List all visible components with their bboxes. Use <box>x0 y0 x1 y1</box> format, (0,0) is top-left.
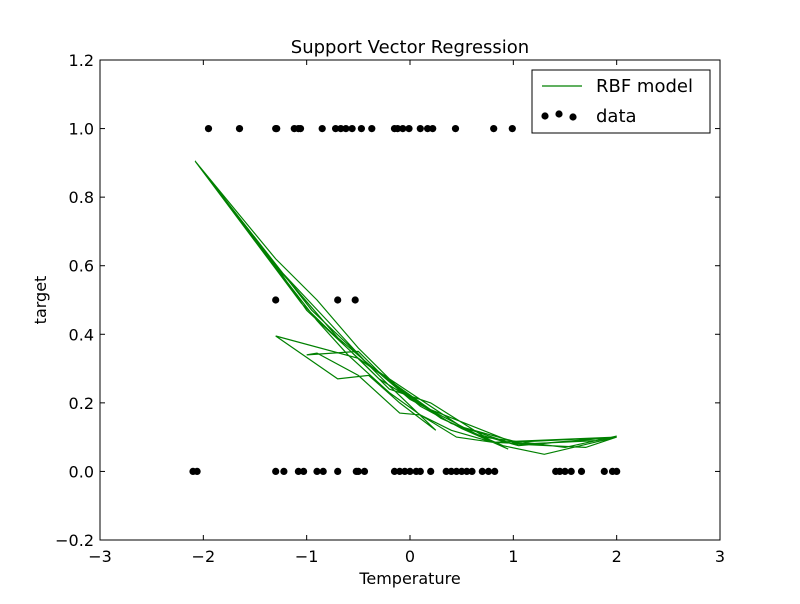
data-point <box>300 467 308 475</box>
x-tick-label: 1 <box>508 547 518 566</box>
data-point <box>342 125 350 133</box>
data-point <box>442 467 450 475</box>
tick-layer: −3 −2 −1 0 1 2 3 −0.2 0.0 0.2 0.4 0.6 0.8 1.0 1.2 <box>55 51 725 566</box>
data-point <box>296 125 305 133</box>
data-point <box>334 296 342 304</box>
data-point <box>394 125 402 133</box>
data-point <box>313 467 321 475</box>
data-point <box>396 467 404 475</box>
y-tick-label: 0.0 <box>69 462 94 481</box>
y-tick-label: 0.6 <box>69 257 94 276</box>
data-point <box>478 467 486 475</box>
data-point <box>272 296 280 304</box>
data-point <box>424 125 432 133</box>
data-point <box>401 467 409 475</box>
y-tick-label: 1.2 <box>69 51 94 70</box>
data-point <box>204 125 213 133</box>
data-point <box>399 125 407 133</box>
y-tick-label: 0.2 <box>69 394 94 413</box>
data-point <box>490 125 498 133</box>
model-layer <box>194 160 617 455</box>
data-point <box>405 125 413 133</box>
data-point <box>360 467 369 475</box>
data-point <box>354 467 362 475</box>
data-point <box>613 467 621 475</box>
y-tick-label: 0.4 <box>69 325 94 344</box>
data-point <box>451 125 460 133</box>
scatter-layer <box>189 125 621 475</box>
data-point <box>337 125 345 133</box>
legend-box <box>531 69 711 134</box>
data-point <box>452 467 461 475</box>
x-tick-label: −2 <box>192 547 216 566</box>
data-point <box>235 125 244 133</box>
data-point <box>193 467 201 475</box>
data-point <box>351 296 359 304</box>
y-tick-label: 0.8 <box>69 188 94 207</box>
x-tick-label: −3 <box>88 547 112 566</box>
data-point <box>468 467 476 475</box>
data-point <box>318 125 326 133</box>
x-tick-label: −1 <box>295 547 319 566</box>
data-point <box>463 467 471 475</box>
data-point <box>556 467 564 475</box>
x-axis-label: Temperature <box>358 569 460 588</box>
data-point <box>484 467 493 475</box>
data-point <box>429 125 437 133</box>
data-point <box>406 467 414 475</box>
y-tick-label: −0.2 <box>55 531 94 550</box>
data-point <box>458 467 466 475</box>
y-tick-label: 1.0 <box>69 120 94 139</box>
legend-data-marker <box>541 112 549 120</box>
legend-data-marker <box>569 113 577 121</box>
data-point <box>416 467 424 475</box>
data-point <box>600 467 608 475</box>
data-point <box>319 467 327 475</box>
data-point <box>567 467 575 475</box>
data-point <box>357 125 365 133</box>
data-point <box>561 467 569 475</box>
y-axis-label: target <box>31 276 50 325</box>
data-point <box>508 125 516 133</box>
chart-title: Support Vector Regression <box>291 37 529 58</box>
data-point <box>272 467 280 475</box>
data-point <box>577 467 586 475</box>
legend: RBF model data <box>531 69 711 134</box>
x-tick-label: 0 <box>405 547 415 566</box>
data-point <box>390 467 399 475</box>
data-point <box>332 125 340 133</box>
data-point <box>491 467 499 475</box>
data-point <box>334 467 342 475</box>
data-point <box>427 467 435 475</box>
x-tick-label: 2 <box>612 547 622 566</box>
legend-data-marker <box>555 110 563 118</box>
legend-data-label: data <box>596 106 637 127</box>
rbf-model-line <box>194 160 617 455</box>
legend-model-label: RBF model <box>596 76 693 97</box>
data-point <box>447 467 455 475</box>
data-point <box>294 467 302 475</box>
data-point <box>280 467 288 475</box>
data-point <box>368 125 376 133</box>
data-point <box>273 125 281 133</box>
data-point <box>348 125 356 133</box>
data-point <box>416 125 424 133</box>
x-tick-label: 3 <box>715 547 725 566</box>
